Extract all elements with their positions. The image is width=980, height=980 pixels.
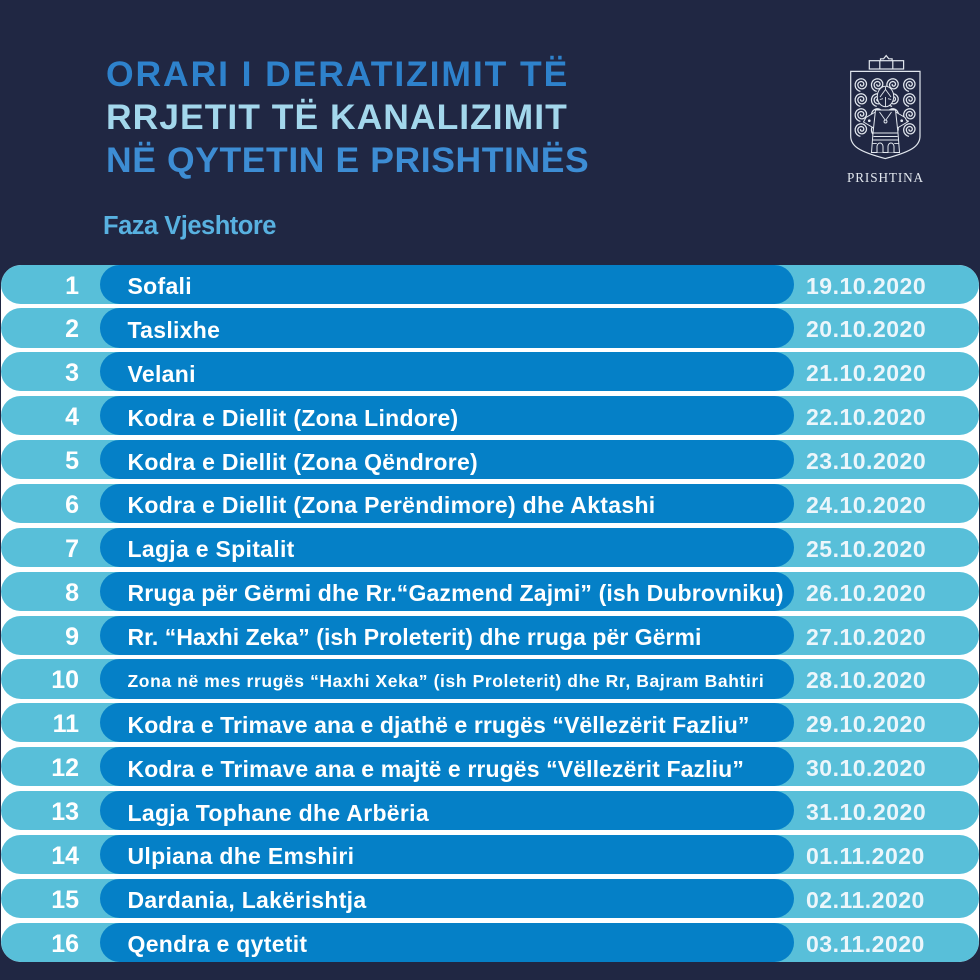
svg-text:PRISHTINA: PRISHTINA — [847, 170, 924, 185]
